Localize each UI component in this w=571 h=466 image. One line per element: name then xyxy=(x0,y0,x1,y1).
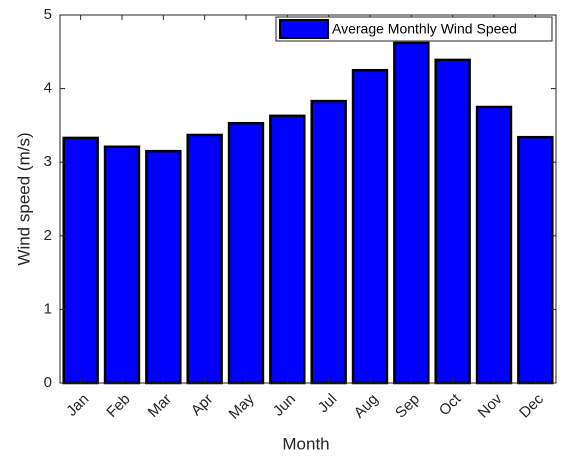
legend-label: Average Monthly Wind Speed xyxy=(332,21,517,37)
bar xyxy=(145,149,182,385)
bar xyxy=(186,133,223,385)
legend-swatch xyxy=(279,19,329,39)
x-tick-label: Aug xyxy=(351,391,382,422)
y-tick-label: 3 xyxy=(44,153,52,170)
bar xyxy=(103,145,141,385)
bar xyxy=(269,114,306,385)
x-tick-label: Jun xyxy=(270,391,299,420)
x-tick-label: Nov xyxy=(475,390,506,421)
bar xyxy=(517,135,554,385)
x-tick-label: Apr xyxy=(188,391,217,420)
y-axis-label: Wind speed (m/s) xyxy=(14,132,33,265)
bar xyxy=(393,41,430,385)
y-tick-label: 1 xyxy=(44,300,52,317)
x-axis-label: Month xyxy=(282,434,329,453)
bar xyxy=(434,58,471,385)
x-tick-label: Feb xyxy=(103,391,133,421)
y-tick-label: 2 xyxy=(44,227,52,244)
plot-frame xyxy=(59,14,557,384)
x-tick-label: Mar xyxy=(145,391,175,421)
x-tick-label: Oct xyxy=(436,390,465,419)
y-tick-label: 5 xyxy=(44,6,52,23)
y-tick-label: 4 xyxy=(44,80,52,97)
bar xyxy=(227,121,265,385)
x-tick-label: Sep xyxy=(392,391,423,422)
x-tick-label: Jan xyxy=(63,391,92,420)
plot-area xyxy=(60,15,556,383)
bar xyxy=(351,68,389,385)
bar xyxy=(62,136,99,385)
y-tick-label: 0 xyxy=(44,374,52,391)
x-tick-label: Jul xyxy=(315,391,341,417)
bar xyxy=(475,105,513,385)
bar xyxy=(310,99,347,385)
x-tick-label: Dec xyxy=(516,390,547,421)
x-tick-label: May xyxy=(226,390,258,422)
